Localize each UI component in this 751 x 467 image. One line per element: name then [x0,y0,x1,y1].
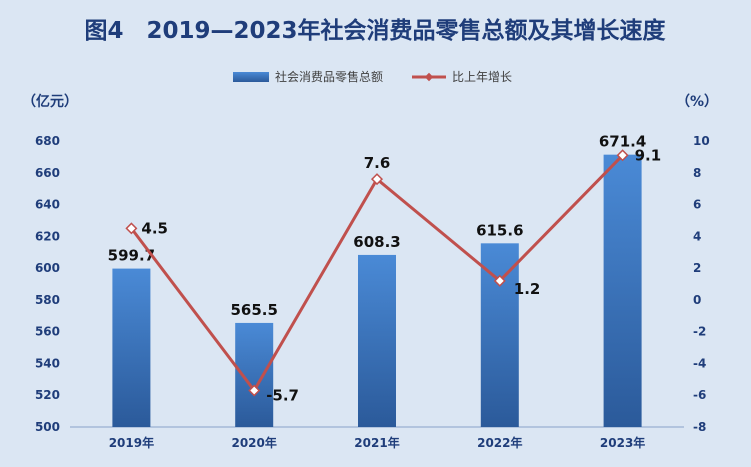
right-tick-label: -2 [693,325,706,339]
right-tick-label: 2 [693,261,701,275]
right-tick-label: 6 [693,198,701,212]
line-point [125,222,138,235]
line-point [493,274,506,287]
bar-value-label: 608.3 [353,233,400,251]
line-value-label: 9.1 [635,146,662,164]
legend-bar-swatch [233,72,269,82]
bar [112,268,151,427]
left-tick-label: 660 [35,166,60,180]
left-tick-label: 640 [35,198,60,212]
x-tick-label: 2021年 [354,435,399,450]
right-tick-label: -4 [693,356,706,370]
bar-value-label: 565.5 [230,301,277,319]
right-axis-unit: （%） [676,94,718,110]
line-point [616,149,629,162]
left-tick-label: 620 [35,229,60,243]
line-value-label: 1.2 [514,280,541,298]
x-tick-label: 2020年 [231,435,276,450]
left-tick-label: 680 [35,134,60,148]
left-tick-label: 600 [35,261,60,275]
line-value-label: 7.6 [364,154,391,172]
right-tick-label: 0 [693,293,701,307]
right-tick-label: 10 [693,134,710,148]
left-tick-label: 580 [35,293,60,307]
x-tick-label: 2019年 [109,435,154,450]
right-tick-label: -8 [693,420,706,434]
left-tick-label: 500 [35,420,60,434]
right-axis-ticks: -8 -6 -4 -2 0 2 4 6 8 10 [693,134,710,434]
bar-value-label: 671.4 [599,133,646,151]
legend: 社会消费品零售总额 比上年增长 [233,69,512,84]
bar [480,243,519,427]
bar-value-label: 599.7 [108,247,155,265]
right-tick-label: 4 [693,229,701,243]
legend-line-marker [424,72,434,82]
left-axis-unit: （亿元） [22,93,78,110]
x-axis-ticks: 2019年 2020年 2021年 2022年 2023年 [109,435,646,450]
line-point [248,384,261,397]
right-tick-label: 8 [693,166,701,180]
left-tick-label: 520 [35,388,60,402]
x-tick-label: 2023年 [600,435,645,450]
line-series: 4.5 -5.7 7.6 1.2 9.1 [125,146,662,404]
bar-value-label: 615.6 [476,221,523,239]
legend-line-label: 比上年增长 [452,70,512,84]
bar-series: 599.7 565.5 608.3 615.6 671.4 [108,133,646,428]
left-tick-label: 540 [35,356,60,370]
chart-title: 图4 2019—2023年社会消费品零售总额及其增长速度 [84,17,666,44]
left-tick-label: 560 [35,325,60,339]
bar [603,154,642,428]
line-point [370,173,384,186]
left-axis-ticks: 500 520 540 560 580 600 620 640 660 680 [35,134,60,434]
right-tick-label: -6 [693,388,706,402]
x-tick-label: 2022年 [477,435,522,450]
line-value-label: 4.5 [141,219,168,237]
legend-bar-label: 社会消费品零售总额 [275,69,383,84]
line-value-label: -5.7 [266,386,299,404]
bar [358,254,396,427]
